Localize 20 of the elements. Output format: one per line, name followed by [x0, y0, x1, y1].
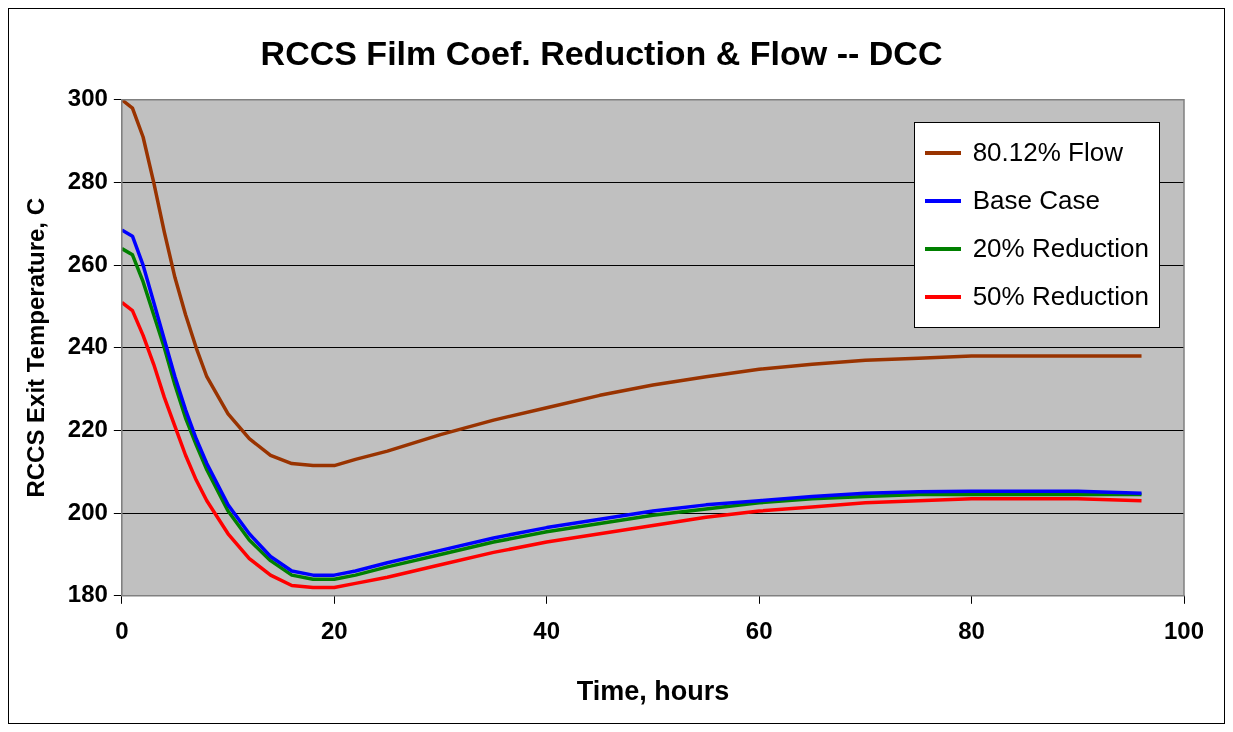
y-tick-label: 180 [67, 580, 108, 608]
y-tick-label: 280 [67, 167, 108, 195]
x-tick-label: 80 [958, 616, 985, 644]
x-tick-label: 20 [320, 616, 348, 644]
chart-title: RCCS Film Coef. Reduction & Flow -- DCC [260, 33, 943, 72]
x-axis-title: Time, hours [576, 676, 730, 707]
x-tick-label: 100 [1163, 616, 1205, 644]
x-tick-label: 60 [745, 616, 773, 644]
legend-label: 20% Reduction [972, 233, 1149, 265]
x-tick-label: 40 [533, 616, 561, 644]
y-tick-label: 300 [67, 84, 108, 112]
legend-label: Base Case [972, 185, 1100, 217]
y-tick-label: 220 [67, 415, 108, 443]
x-tick-label: 0 [115, 616, 129, 644]
y-tick-label: 260 [67, 249, 108, 277]
legend-label: 50% Reduction [972, 281, 1149, 313]
y-tick-label: 200 [67, 497, 108, 525]
legend-label: 80.12% Flow [972, 137, 1123, 169]
y-axis-title: RCCS Exit Temperature, C [22, 197, 50, 498]
y-tick-label: 240 [67, 332, 108, 360]
